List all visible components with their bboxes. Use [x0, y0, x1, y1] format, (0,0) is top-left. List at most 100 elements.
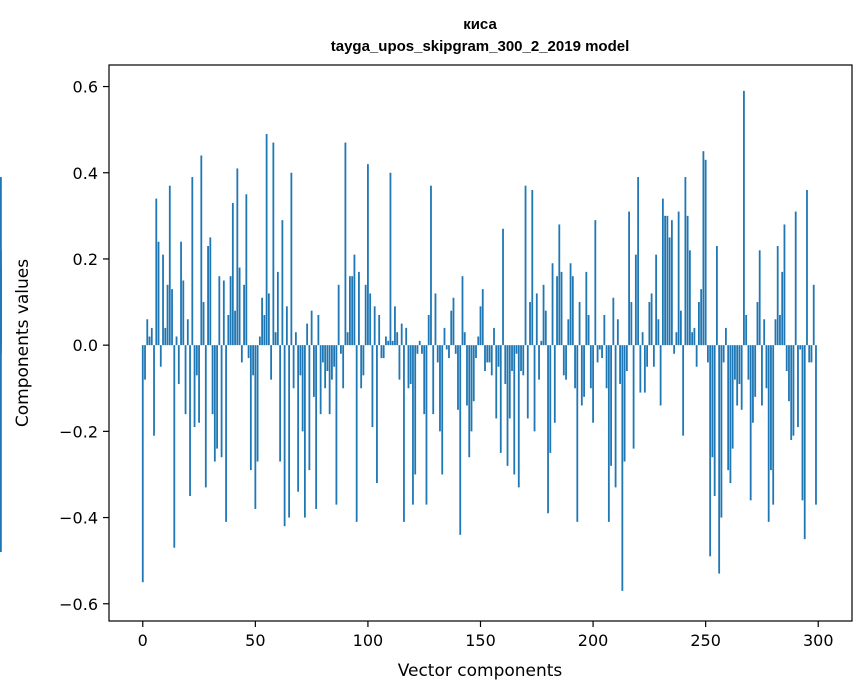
bar	[533, 345, 536, 432]
bar	[207, 246, 209, 346]
bar	[668, 237, 671, 346]
bar	[396, 332, 399, 346]
bar	[648, 302, 651, 346]
bar	[409, 345, 412, 384]
bar	[252, 345, 254, 376]
bar	[810, 345, 813, 363]
bar	[436, 345, 439, 363]
bar	[443, 327, 446, 346]
bar	[394, 306, 396, 346]
bar	[661, 198, 664, 346]
y-tick-label: −0.6	[59, 595, 98, 614]
bar	[486, 345, 489, 363]
bar	[369, 293, 372, 346]
bar	[261, 297, 263, 346]
bar	[466, 345, 468, 406]
bar	[189, 345, 191, 497]
bar	[488, 345, 491, 363]
bar	[168, 185, 171, 346]
bar	[211, 345, 214, 415]
bar	[594, 220, 597, 346]
bar	[324, 345, 327, 389]
bar	[193, 345, 196, 428]
bar	[684, 177, 687, 346]
x-tick-label: 200	[578, 631, 609, 650]
bar	[565, 345, 567, 380]
bar	[679, 310, 682, 346]
bar	[772, 345, 775, 505]
bar	[574, 345, 576, 389]
bar	[605, 345, 608, 389]
bar	[610, 345, 612, 466]
bar	[526, 345, 529, 419]
bar	[310, 310, 313, 346]
bar	[511, 345, 513, 372]
bar	[285, 306, 288, 346]
bar	[407, 345, 410, 389]
bar	[434, 293, 437, 346]
bar	[184, 345, 187, 415]
bar	[659, 345, 662, 406]
bar	[657, 319, 660, 346]
bar	[389, 172, 392, 346]
bar	[265, 133, 268, 346]
bar	[794, 211, 797, 346]
bar	[227, 314, 230, 346]
bar	[283, 345, 286, 527]
bar	[342, 345, 345, 389]
bar	[326, 345, 329, 372]
bar	[245, 194, 248, 346]
bar	[182, 280, 185, 346]
bar	[312, 345, 315, 397]
bar	[0, 267, 2, 346]
bar	[267, 293, 270, 346]
bar	[688, 250, 691, 346]
bar	[398, 345, 401, 380]
bar	[801, 345, 804, 501]
bar	[799, 345, 802, 350]
bar	[380, 345, 383, 359]
x-axis: 0 50 100 150 200 250 300	[138, 621, 834, 650]
bar	[580, 345, 583, 406]
bar	[562, 345, 565, 376]
bar	[632, 345, 635, 449]
bar	[371, 345, 374, 428]
bar	[506, 345, 509, 466]
x-tick-label: 50	[245, 631, 265, 650]
bar	[299, 345, 302, 376]
bar	[297, 345, 300, 492]
bar	[177, 345, 180, 384]
bar	[695, 345, 698, 367]
x-axis-label: Vector components	[398, 661, 563, 681]
bar	[148, 336, 151, 346]
bar	[517, 345, 520, 488]
bar	[542, 284, 545, 346]
bar	[216, 345, 218, 449]
bar	[479, 306, 482, 346]
bar	[767, 345, 770, 522]
bar	[360, 345, 363, 389]
bar	[355, 345, 358, 522]
bar	[637, 177, 640, 346]
bar	[716, 246, 718, 346]
bar	[153, 345, 155, 436]
x-tick-label: 150	[465, 631, 496, 650]
bar	[477, 336, 480, 346]
bar	[493, 327, 495, 346]
bar	[693, 327, 696, 346]
bar	[707, 345, 709, 363]
bar	[353, 254, 356, 346]
bar	[346, 332, 349, 346]
bar	[698, 302, 700, 346]
bar	[499, 345, 502, 453]
bar	[529, 302, 531, 346]
bar	[589, 345, 592, 389]
bar	[222, 280, 225, 346]
y-tick-label: 0.6	[73, 78, 98, 97]
bar	[770, 345, 772, 471]
bar	[641, 332, 644, 346]
bar	[781, 271, 784, 346]
bar	[373, 306, 376, 346]
bar	[718, 345, 721, 574]
bar	[412, 345, 414, 505]
